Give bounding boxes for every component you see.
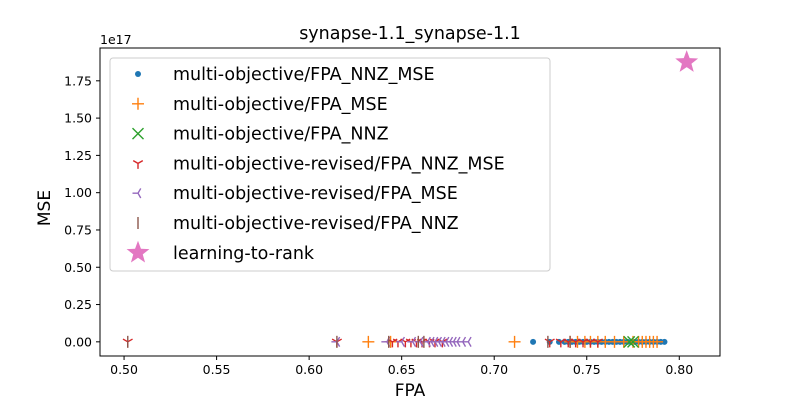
legend-marker: [132, 160, 144, 169]
legend-item: multi-objective-revised/FPA_NNZ_MSE: [132, 154, 505, 174]
legend-label: multi-objective-revised/FPA_MSE: [173, 184, 458, 204]
legend-label: learning-to-rank: [173, 244, 315, 264]
x-tick-label: 0.65: [388, 362, 416, 377]
legend-item: learning-to-rank: [126, 240, 315, 264]
data-point: [362, 335, 375, 348]
data-point: [407, 336, 417, 347]
data-point: [414, 336, 424, 347]
data-point: [396, 336, 406, 347]
series-3: [623, 335, 640, 348]
legend-label: multi-objective-revised/FPA_NNZ: [173, 214, 459, 234]
legend-label: multi-objective/FPA_NNZ: [173, 125, 389, 145]
legend-label: multi-objective/FPA_MSE: [173, 95, 388, 115]
x-tick-label: 0.70: [480, 362, 508, 377]
y-tick-label: 0.50: [64, 260, 92, 275]
legend-label: multi-objective-revised/FPA_NNZ_MSE: [173, 154, 505, 174]
y-tick-label: 0.25: [64, 297, 92, 312]
y-axis-ticks: 0.00 0.25 0.50 0.75 1.00 1.25 1.50 1.75: [64, 73, 100, 349]
data-point: [623, 335, 636, 348]
legend-marker: [126, 240, 150, 263]
legend-item: multi-objective-revised/FPA_NNZ: [137, 214, 459, 234]
y-tick-label: 1.50: [64, 111, 92, 126]
data-marks: [122, 50, 699, 348]
data-point: [675, 50, 699, 72]
legend-marker: [132, 97, 144, 110]
y-tick-label: 0.75: [64, 222, 92, 237]
data-point: [627, 335, 640, 348]
y-axis-label: MSE: [35, 190, 55, 226]
legend-item: multi-objective-revised/FPA_MSE: [132, 184, 458, 204]
y-tick-label: 1.25: [64, 148, 92, 163]
legend-item: multi-objective/FPA_MSE: [132, 95, 388, 115]
data-point: [462, 336, 472, 347]
series-5: [331, 336, 472, 347]
x-tick-label: 0.55: [203, 362, 231, 377]
legend-marker: [135, 71, 141, 77]
y-tick-label: 1.00: [64, 185, 92, 200]
plot-frame: [99, 47, 721, 357]
legend: multi-objective/FPA_NNZ_MSE multi-objecti…: [109, 57, 551, 272]
x-axis-label: FPA: [395, 381, 426, 400]
x-tick-label: 0.50: [110, 362, 138, 377]
data-point: [651, 335, 664, 348]
data-point: [457, 336, 467, 347]
x-tick-label: 0.60: [295, 362, 323, 377]
data-point: [508, 335, 521, 348]
legend-marker: [132, 127, 144, 140]
legend-box: [109, 57, 551, 272]
data-point: [592, 338, 603, 348]
data-point: [530, 338, 537, 345]
legend-item: multi-objective/FPA_NNZ_MSE: [135, 65, 435, 85]
legend-marker: [132, 188, 142, 199]
legend-label: multi-objective/FPA_NNZ_MSE: [173, 65, 435, 85]
series-6: [127, 335, 571, 348]
y-tick-label: 1.75: [64, 73, 92, 88]
x-axis-ticks: 0.50 0.55 0.60 0.65 0.70 0.75 0.80: [110, 356, 693, 377]
data-point: [451, 336, 461, 347]
x-tick-label: 0.75: [573, 362, 601, 377]
legend-item: multi-objective/FPA_NNZ: [132, 125, 389, 145]
series-7: [675, 50, 699, 72]
y-tick-label: 0.00: [64, 334, 92, 349]
chart-title: synapse-1.1_synapse-1.1: [299, 24, 521, 44]
x-tick-label: 0.80: [665, 362, 693, 377]
y-axis-offset-label: 1e17: [100, 32, 132, 47]
data-point: [661, 338, 668, 345]
